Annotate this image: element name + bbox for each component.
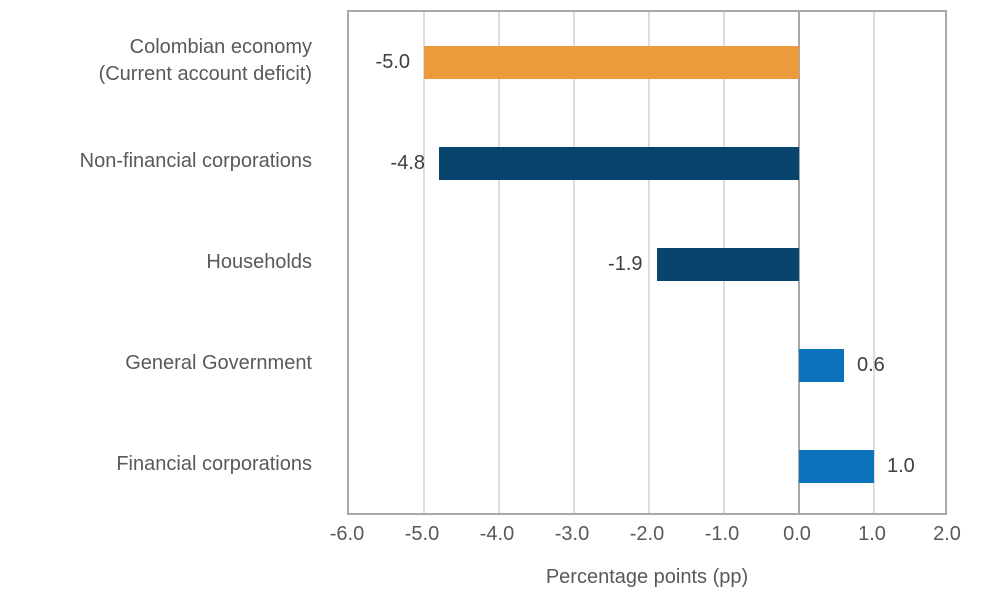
category-label: General Government (125, 352, 312, 374)
x-tick-label: 0.0 (783, 523, 811, 545)
value-label: -5.0 (375, 51, 410, 73)
value-label: -4.8 (390, 152, 425, 174)
x-tick-label: -3.0 (554, 523, 590, 545)
x-tick-label: -2.0 (629, 523, 665, 545)
x-tick-label: 1.0 (858, 523, 886, 545)
gridline (498, 12, 500, 513)
x-tick-labels: -6.0 -5.0 -4.0 -3.0 -2.0 -1.0 0.0 1.0 2.0 (330, 523, 961, 551)
bar-2 (439, 147, 799, 180)
gridline (573, 12, 575, 513)
value-label: 1.0 (887, 455, 915, 477)
bar-4 (799, 349, 844, 382)
plot-area: -5.0 -4.8 -1.9 0.6 1.0 (347, 10, 947, 515)
x-axis-title: Percentage points (pp) (545, 566, 749, 588)
category-label: Households (206, 251, 312, 273)
category-label: Financial corporations (116, 453, 312, 475)
x-tick-label: 2.0 (933, 523, 961, 545)
gridline (648, 12, 650, 513)
x-tick-label: -6.0 (329, 523, 365, 545)
bar-1 (424, 46, 799, 79)
category-label: Colombian economy (Current account defic… (98, 35, 312, 85)
bar-5 (799, 450, 874, 483)
value-label: -1.9 (608, 253, 643, 275)
x-tick-label: -4.0 (479, 523, 515, 545)
value-label: 0.6 (857, 354, 885, 376)
category-label: Non-financial corporations (79, 150, 312, 172)
category-axis: Colombian economy (Current account defic… (0, 10, 330, 515)
zero-gridline (798, 12, 800, 513)
bar-3 (656, 248, 799, 281)
gridline (423, 12, 425, 513)
gridline (873, 12, 875, 513)
x-tick-label: -1.0 (704, 523, 740, 545)
x-tick-label: -5.0 (404, 523, 440, 545)
